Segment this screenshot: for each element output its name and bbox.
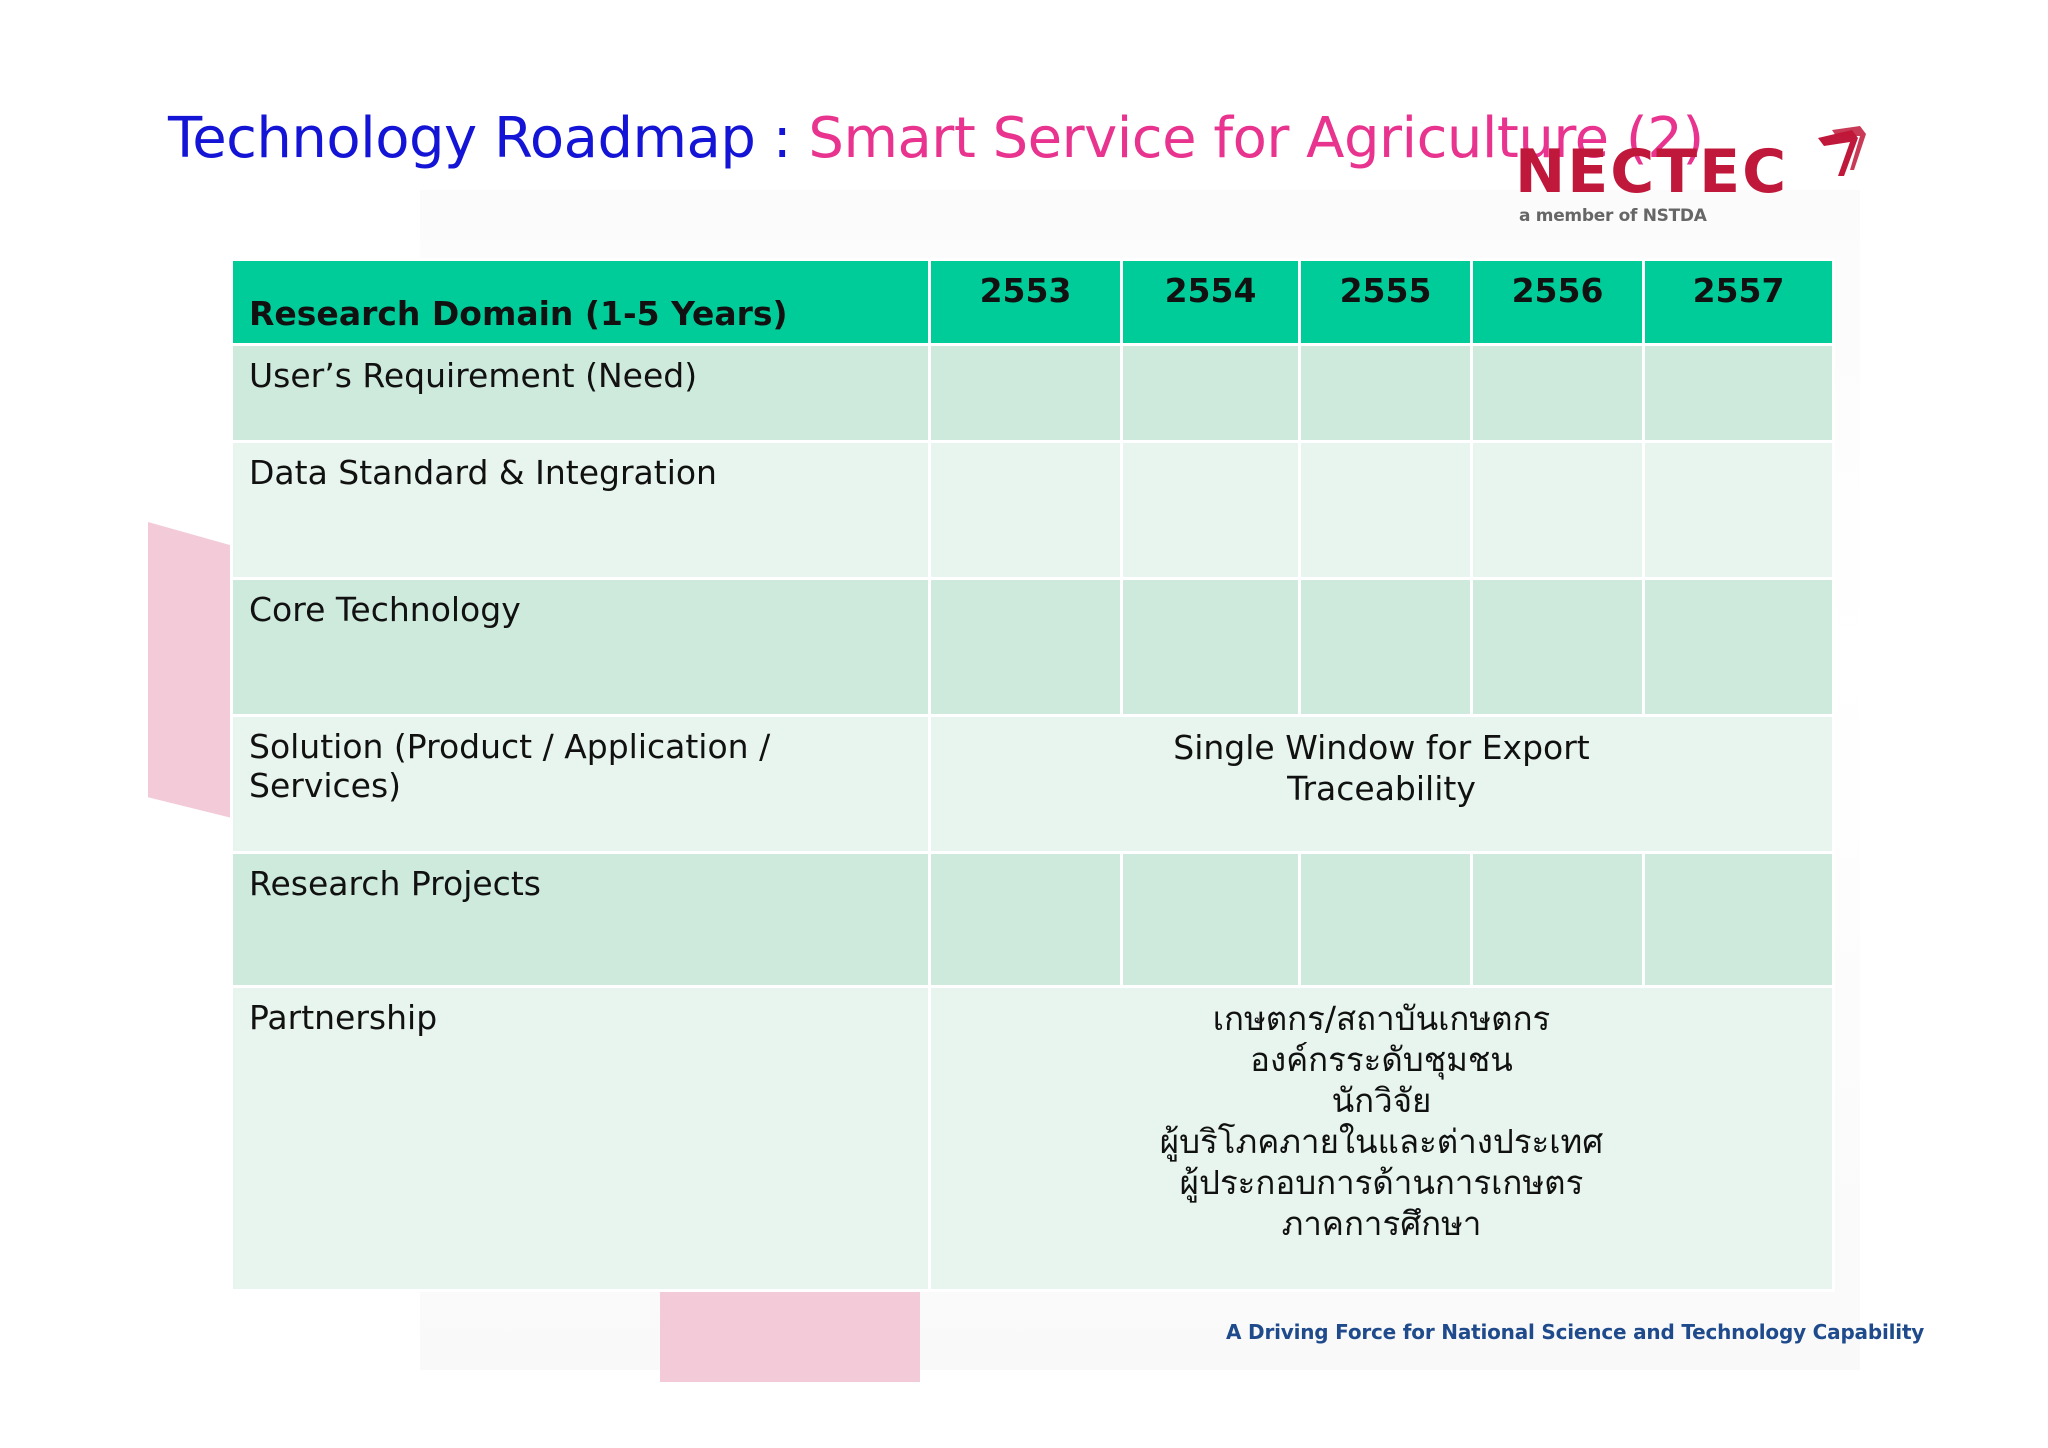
table-cell <box>928 577 1123 717</box>
table-cell <box>1470 440 1645 580</box>
table-cell <box>1470 343 1645 443</box>
table-header-row: Research Domain (1-5 Years) 2553 2554 25… <box>230 258 1835 346</box>
table-row-data-standard: Data Standard & Integration <box>230 440 1835 580</box>
title-main: Technology Roadmap <box>168 106 756 171</box>
table-cell <box>928 851 1123 988</box>
table-cell <box>1642 577 1835 717</box>
header-year-2555: 2555 <box>1298 258 1473 346</box>
row-label-partnership: Partnership <box>230 985 931 1292</box>
partner-line: ผู้ประกอบการด้านการเกษตร <box>1179 1163 1584 1202</box>
decorative-pink-shape <box>148 522 232 818</box>
solution-line: Single Window for Export <box>1173 728 1590 767</box>
table-row-core-technology: Core Technology <box>230 577 1835 717</box>
table-cell <box>1298 851 1473 988</box>
table-cell <box>1120 851 1301 988</box>
nectec-logo: NECTEC a member of NSTDA <box>1515 126 1866 236</box>
header-year-2553: 2553 <box>928 258 1123 346</box>
logo-swoosh-icon <box>1818 126 1866 176</box>
roadmap-table: Research Domain (1-5 Years) 2553 2554 25… <box>230 258 1835 1292</box>
row-label-core-technology: Core Technology <box>230 577 931 717</box>
table-cell <box>1470 851 1645 988</box>
row-label-solution: Solution (Product / Application / Servic… <box>230 714 931 854</box>
table-cell <box>1642 440 1835 580</box>
table-cell <box>1120 343 1301 443</box>
table-cell <box>928 343 1123 443</box>
partner-line: เกษตกร/สถาบันเกษตกร <box>1212 999 1551 1038</box>
solution-content: Single Window for Export Traceability <box>928 714 1835 854</box>
table-cell <box>1470 577 1645 717</box>
table-cell <box>1642 851 1835 988</box>
logo-wordmark: NECTEC <box>1515 137 1789 207</box>
partner-line: องค์กรระดับชุมชน <box>1250 1040 1513 1079</box>
header-research-domain: Research Domain (1-5 Years) <box>230 258 931 346</box>
table-cell <box>1120 577 1301 717</box>
table-row-solution: Solution (Product / Application / Servic… <box>230 714 1835 854</box>
table-cell <box>928 440 1123 580</box>
table-cell <box>1120 440 1301 580</box>
table-row-users-requirement: User’s Requirement (Need) <box>230 343 1835 443</box>
header-year-2554: 2554 <box>1120 258 1301 346</box>
table-cell <box>1298 343 1473 443</box>
partner-line: ภาคการศึกษา <box>1281 1204 1482 1243</box>
table-row-partnership: Partnership เกษตกร/สถาบันเกษตกร องค์กรระ… <box>230 985 1835 1292</box>
footer-tagline: A Driving Force for National Science and… <box>1226 1320 1925 1344</box>
header-year-2556: 2556 <box>1470 258 1645 346</box>
row-label-research-projects: Research Projects <box>230 851 931 988</box>
slide-title: Technology Roadmap : Smart Service for A… <box>168 106 1704 171</box>
table-cell <box>1298 440 1473 580</box>
row-label-data-standard: Data Standard & Integration <box>230 440 931 580</box>
table-row-research-projects: Research Projects <box>230 851 1835 988</box>
title-subtitle: Smart Service for Agriculture (2) <box>808 106 1704 171</box>
solution-line: Traceability <box>1287 769 1476 808</box>
logo-subtitle: a member of NSTDA <box>1519 206 1707 226</box>
table-cell <box>1298 577 1473 717</box>
partner-line: ผู้บริโภคภายในและต่างประเทศ <box>1159 1122 1604 1161</box>
partner-line: นักวิจัย <box>1331 1081 1432 1120</box>
table-cell <box>1642 343 1835 443</box>
header-year-2557: 2557 <box>1642 258 1835 346</box>
row-label-users-requirement: User’s Requirement (Need) <box>230 343 931 443</box>
partnership-content: เกษตกร/สถาบันเกษตกร องค์กรระดับชุมชน นัก… <box>928 985 1835 1292</box>
decorative-pink-block <box>660 1284 920 1382</box>
title-separator: : <box>755 106 809 171</box>
